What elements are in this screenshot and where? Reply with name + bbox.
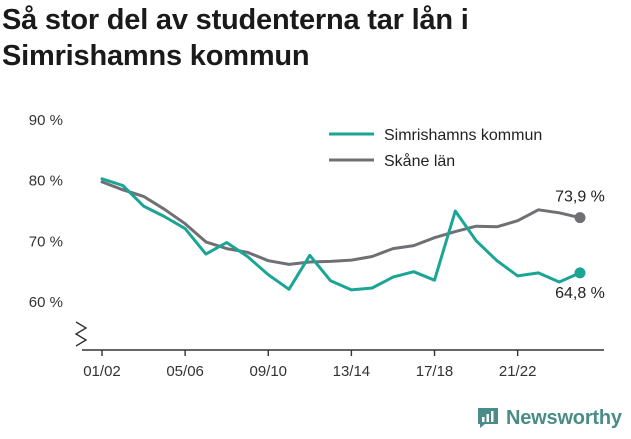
x-tick-label: 01/02 (83, 363, 121, 380)
newsworthy-logo-icon (478, 408, 498, 428)
y-tick-label: 60 % (29, 294, 63, 311)
y-tick-label: 80 % (29, 173, 63, 190)
series-lines (100, 177, 582, 292)
x-tick-label: 13/14 (333, 363, 371, 380)
newsworthy-logo: Newsworthy (476, 406, 622, 430)
y-axis-break-icon (74, 321, 88, 347)
x-tick-label: 17/18 (416, 363, 454, 380)
y-tick-label: 90 % (29, 112, 63, 129)
end-point-marker (574, 212, 586, 224)
end-point-marker (574, 267, 586, 279)
x-axis: 01/02 05/06 09/10 13/14 17/18 21/22 (82, 349, 604, 380)
series-line-simrishamn (100, 177, 582, 292)
y-axis: 60 % 70 % 80 % 90 % (29, 112, 88, 347)
x-tick-label: 05/06 (166, 363, 204, 380)
chart-title-line-1: Så stor del av studenterna tar lån i (2, 4, 469, 36)
series-line-skane (100, 180, 582, 266)
end-markers: 73,9 % 64,8 % (555, 189, 605, 302)
chart-title-line-2: Simrishamns kommun (2, 40, 310, 72)
x-tick-label: 09/10 (249, 363, 287, 380)
legend: Simrishamns kommun Skåne län (329, 127, 542, 170)
end-value-label: 64,8 % (555, 285, 605, 302)
end-value-label: 73,9 % (555, 189, 605, 206)
newsworthy-logo-text: Newsworthy (506, 406, 622, 429)
legend-label: Skåne län (384, 152, 455, 170)
legend-label: Simrishamns kommun (384, 127, 542, 144)
chart-title: Så stor del av studenterna tar lån i Sim… (2, 2, 622, 74)
y-tick-label: 70 % (29, 233, 63, 250)
x-tick-label: 21/22 (499, 363, 537, 380)
